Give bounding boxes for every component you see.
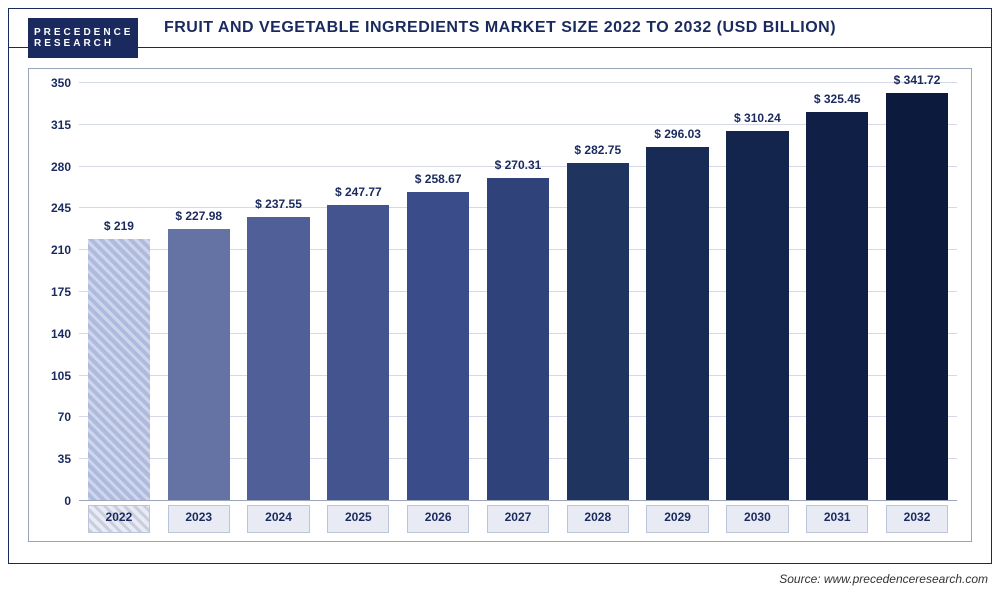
bar-slot: $ 237.55 [239, 83, 319, 501]
x-tick-label: 2024 [247, 505, 309, 533]
x-label-slot: 2025 [318, 505, 398, 533]
bar-value-label: $ 282.75 [574, 143, 621, 157]
y-tick-label: 0 [64, 494, 71, 508]
bar-value-label: $ 270.31 [495, 158, 542, 172]
bar-value-label: $ 296.03 [654, 127, 701, 141]
x-tick-label: 2026 [407, 505, 469, 533]
y-tick-label: 140 [51, 327, 71, 341]
bar-slot: $ 341.72 [877, 83, 957, 501]
chart-title: FRUIT AND VEGETABLE INGREDIENTS MARKET S… [8, 19, 992, 37]
bar-slot: $ 282.75 [558, 83, 638, 501]
y-tick-label: 245 [51, 201, 71, 215]
axis-baseline [79, 500, 957, 501]
x-label-slot: 2028 [558, 505, 638, 533]
bars-row: $ 219 $ 227.98 $ 237.55 $ 247.77 $ 258.67 $ 2… [79, 83, 957, 501]
bar: $ 282.75 [567, 163, 629, 501]
y-tick-label: 280 [51, 160, 71, 174]
x-tick-label: 2027 [487, 505, 549, 533]
x-tick-label: 2030 [726, 505, 788, 533]
bar: $ 270.31 [487, 178, 549, 501]
x-label-slot: 2032 [877, 505, 957, 533]
bar: $ 237.55 [247, 217, 309, 501]
x-label-slot: 2026 [398, 505, 478, 533]
x-label-slot: 2027 [478, 505, 558, 533]
y-tick-label: 175 [51, 285, 71, 299]
bar-value-label: $ 247.77 [335, 185, 382, 199]
header-bar: FRUIT AND VEGETABLE INGREDIENTS MARKET S… [8, 8, 992, 48]
y-tick-label: 70 [58, 410, 71, 424]
y-tick-label: 210 [51, 243, 71, 257]
x-label-slot: 2031 [797, 505, 877, 533]
x-tick-label: 2031 [806, 505, 868, 533]
x-tick-label: 2023 [168, 505, 230, 533]
bar: $ 310.24 [726, 131, 788, 502]
x-axis-labels: 2022 2023 2024 2025 2026 2027 2028 2029 2030 2031… [79, 505, 957, 533]
bar-slot: $ 227.98 [159, 83, 239, 501]
source-attribution: Source: www.precedenceresearch.com [779, 572, 988, 586]
y-tick-label: 35 [58, 452, 71, 466]
bar: $ 219 [88, 239, 150, 501]
bar-value-label: $ 310.24 [734, 111, 781, 125]
x-tick-label: 2029 [646, 505, 708, 533]
x-label-slot: 2029 [638, 505, 718, 533]
x-tick-label: 2025 [327, 505, 389, 533]
bar-slot: $ 296.03 [638, 83, 718, 501]
bar: $ 325.45 [806, 112, 868, 501]
bar: $ 247.77 [327, 205, 389, 501]
bar-value-label: $ 237.55 [255, 197, 302, 211]
bar-slot: $ 258.67 [398, 83, 478, 501]
bar-value-label: $ 325.45 [814, 92, 861, 106]
plot-area: $ 219 $ 227.98 $ 237.55 $ 247.77 $ 258.67 $ 2… [79, 83, 957, 501]
x-label-slot: 2022 [79, 505, 159, 533]
y-tick-label: 105 [51, 369, 71, 383]
y-axis: 03570105140175210245280315350 [29, 83, 79, 501]
plot-frame: 0 35 70 105 140 175 210 245 280 315 350 $ 219 $ 227… [28, 68, 972, 542]
x-tick-label: 2022 [88, 505, 150, 533]
x-tick-label: 2032 [886, 505, 948, 533]
bar-slot: $ 247.77 [318, 83, 398, 501]
bar: $ 258.67 [407, 192, 469, 501]
bar-slot: $ 270.31 [478, 83, 558, 501]
bar-value-label: $ 227.98 [175, 209, 222, 223]
bar: $ 296.03 [646, 147, 708, 501]
bar-slot: $ 219 [79, 83, 159, 501]
bar: $ 227.98 [168, 229, 230, 501]
x-label-slot: 2024 [239, 505, 319, 533]
bar-slot: $ 325.45 [797, 83, 877, 501]
x-label-slot: 2030 [718, 505, 798, 533]
y-tick-label: 350 [51, 76, 71, 90]
y-tick-label: 315 [51, 118, 71, 132]
bar: $ 341.72 [886, 93, 948, 501]
x-label-slot: 2023 [159, 505, 239, 533]
bar-value-label: $ 341.72 [894, 73, 941, 87]
bar-slot: $ 310.24 [718, 83, 798, 501]
bar-value-label: $ 219 [104, 219, 134, 233]
x-tick-label: 2028 [567, 505, 629, 533]
bar-value-label: $ 258.67 [415, 172, 462, 186]
